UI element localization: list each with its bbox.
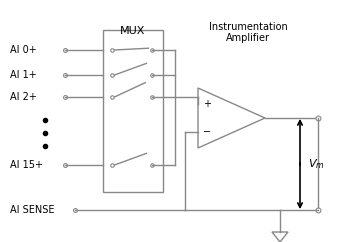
Text: AI 0+: AI 0+ [10,45,37,55]
Text: AI 1+: AI 1+ [10,70,37,80]
Text: AI SENSE: AI SENSE [10,205,54,215]
Bar [103,30,163,192]
Text: −: − [203,127,211,137]
Text: $V_m$: $V_m$ [308,157,325,171]
Text: +: + [203,99,211,109]
Text: Instrumentation: Instrumentation [209,22,287,32]
Text: MUX: MUX [120,26,146,36]
Text: AI 2+: AI 2+ [10,92,37,102]
Text: AI 15+: AI 15+ [10,160,43,170]
Text: Amplifier: Amplifier [226,33,270,43]
